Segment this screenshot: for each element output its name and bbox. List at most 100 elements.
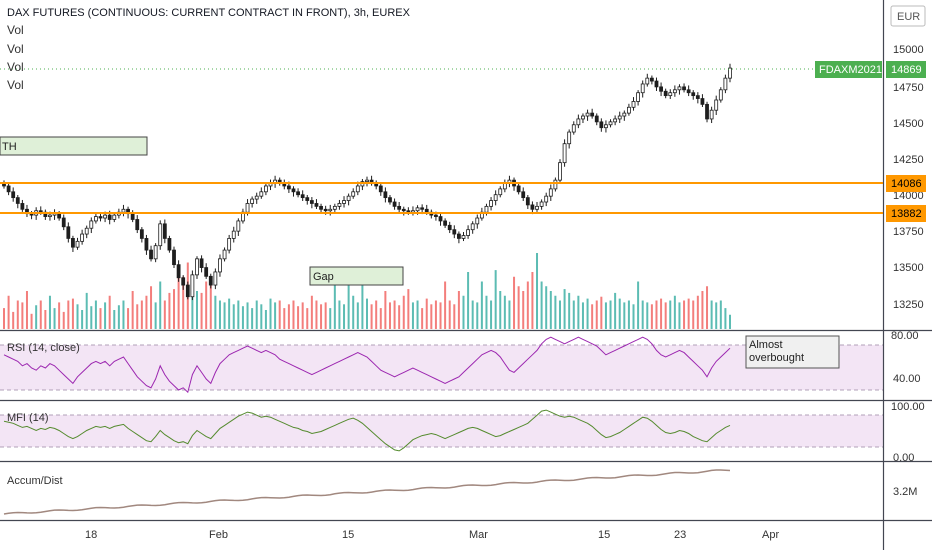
volume-bar	[232, 304, 235, 329]
symbol-label	[815, 61, 882, 78]
candle-body	[475, 217, 480, 225]
candle-body	[245, 203, 250, 213]
candle-body	[498, 188, 503, 196]
volume-bar	[182, 276, 185, 329]
volume-bar	[388, 302, 391, 329]
candle-body	[581, 115, 585, 120]
candle-body	[682, 86, 686, 91]
volume-bar	[572, 300, 575, 329]
volume-bar	[623, 302, 626, 329]
price-tick: 14000	[893, 190, 924, 202]
candle-body	[484, 205, 489, 213]
volume-bar	[90, 306, 93, 329]
volume-bar	[177, 272, 180, 329]
volume-bar	[104, 302, 107, 329]
mfi-band	[0, 415, 883, 447]
volume-bar	[609, 300, 612, 329]
candle-body	[15, 197, 20, 204]
volume-bar	[228, 298, 231, 329]
volume-bar	[48, 295, 51, 329]
volume-bar	[462, 295, 465, 329]
candle-body	[135, 219, 140, 231]
candle-body	[438, 216, 443, 222]
currency-button[interactable]	[890, 5, 926, 27]
indicator-label-vol[interactable]: Vol	[7, 60, 24, 74]
volume-bar	[467, 272, 470, 329]
volume-bar	[140, 300, 143, 329]
accum-dist-line	[3, 469, 731, 515]
volume-bar	[320, 304, 323, 329]
candle-body	[144, 238, 149, 251]
volume-bar	[58, 302, 61, 329]
candle-body	[291, 188, 296, 193]
price-candles[interactable]	[2, 63, 732, 301]
level-label-upper-text: 14086	[891, 178, 922, 190]
volume-bar	[246, 302, 249, 329]
indicator-label-vol[interactable]: Vol	[7, 78, 24, 92]
volume-bar	[513, 276, 516, 329]
volume-bar	[237, 300, 240, 329]
volume-bar	[283, 308, 286, 329]
volume-bar	[338, 300, 341, 329]
volume-bar	[655, 300, 658, 329]
volume-bar	[457, 291, 460, 329]
volume-bar	[35, 305, 38, 329]
volume-bar	[729, 314, 731, 329]
indicator-label-vol[interactable]: Vol	[7, 42, 24, 56]
candle-body	[636, 92, 641, 102]
annotation-box-left[interactable]	[0, 136, 148, 156]
volume-bar	[366, 298, 368, 329]
time-axis[interactable]: 18 Feb 15 Mar 15 23 Apr	[85, 529, 779, 541]
volume-bar	[159, 281, 162, 329]
volume-bar	[315, 300, 318, 329]
candle-body	[48, 214, 52, 217]
last-price-label	[886, 61, 926, 78]
candle-body	[539, 201, 544, 207]
candle-body	[714, 99, 719, 111]
volume-bar	[76, 304, 79, 329]
indicator-label-vol[interactable]: Vol	[7, 23, 24, 37]
symbol-label-text: FDAXM2021	[819, 64, 882, 76]
volume-bar	[476, 302, 479, 329]
time-tick: 23	[674, 529, 686, 541]
candle-body	[158, 223, 163, 247]
candle-body	[530, 204, 535, 210]
volume-bar	[499, 291, 502, 329]
volume-bar	[614, 292, 617, 329]
volume-bar	[150, 286, 153, 329]
candle-body	[599, 121, 604, 129]
volume-bar	[673, 295, 676, 329]
candle-body	[608, 121, 613, 126]
level-label-lower	[886, 205, 926, 222]
rsi-title[interactable]: RSI (14, close)	[7, 342, 80, 354]
candle-body	[328, 208, 333, 212]
candle-body	[456, 233, 461, 239]
candle-body	[227, 238, 232, 251]
volume-bar	[16, 300, 19, 329]
symbol-title[interactable]: DAX FUTURES (CONTINUOUS: CURRENT CONTRAC…	[7, 7, 410, 19]
price-scale[interactable]: 15000 14750 14500 14250 14000 13750 1350…	[893, 44, 924, 311]
price-tick: 14500	[893, 118, 924, 130]
volume-bar	[255, 300, 258, 329]
candle-body	[314, 203, 319, 207]
candle-body	[567, 131, 572, 145]
candle-body	[250, 198, 255, 204]
candle-body	[709, 109, 714, 120]
volume-bar	[370, 304, 373, 329]
candle-body	[61, 217, 66, 228]
time-tick: Mar	[469, 529, 488, 541]
mfi-title[interactable]: MFI (14)	[7, 412, 49, 424]
candle-body	[553, 179, 558, 190]
gap-annotation-box[interactable]	[309, 266, 404, 286]
volume-bar	[209, 276, 212, 329]
rsi-note-box[interactable]	[745, 335, 840, 369]
volume-bar	[558, 300, 561, 329]
volume-bar	[136, 304, 139, 329]
volume-bar	[545, 286, 548, 329]
volume-bar	[113, 310, 116, 329]
candle-body	[259, 191, 264, 197]
candle-body	[686, 89, 691, 94]
ad-title[interactable]: Accum/Dist	[7, 475, 63, 487]
volume-bar	[7, 295, 10, 329]
